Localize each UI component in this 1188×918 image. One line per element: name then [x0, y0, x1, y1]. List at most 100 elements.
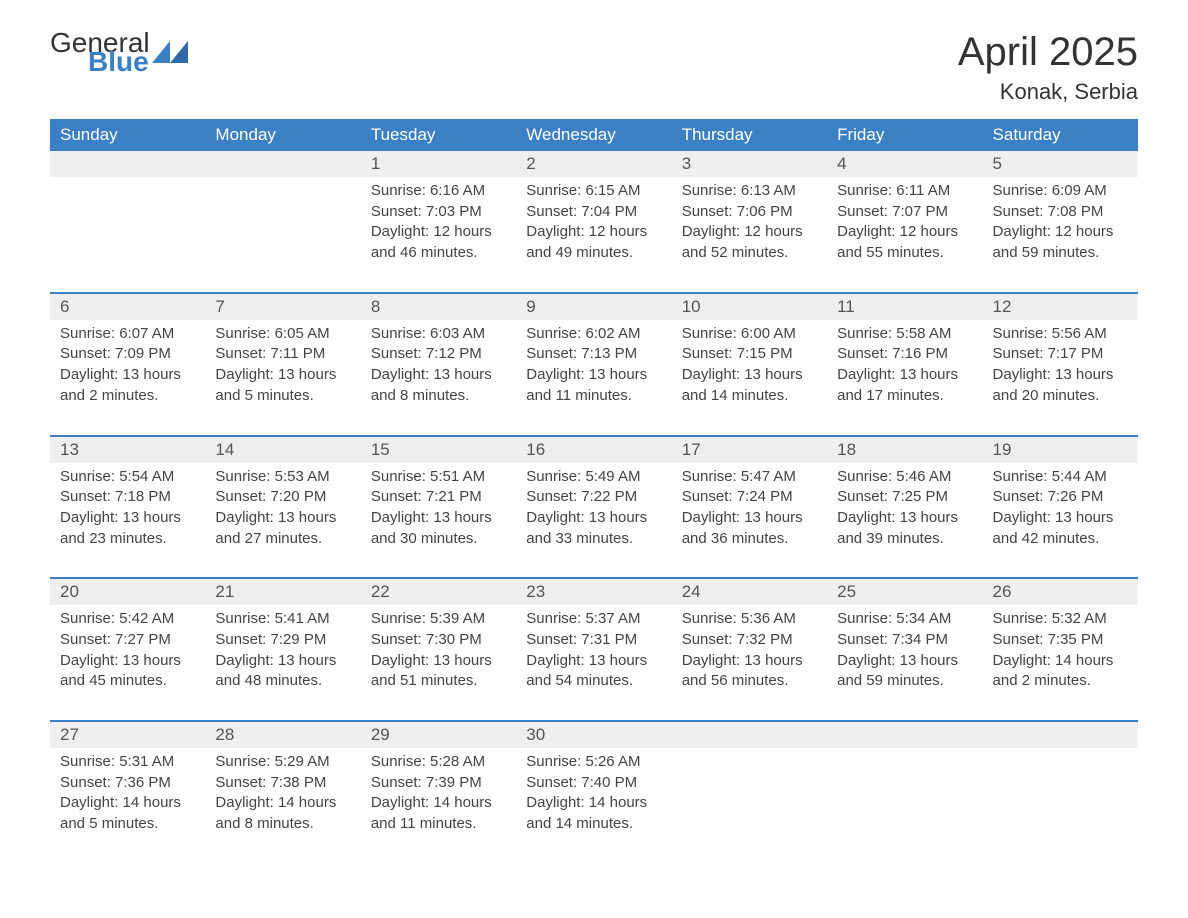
day-cell: Sunrise: 5:56 AMSunset: 7:17 PMDaylight:…: [983, 320, 1138, 407]
day-cell: Sunrise: 5:32 AMSunset: 7:35 PMDaylight:…: [983, 605, 1138, 692]
sunrise-line: Sunrise: 5:34 AM: [837, 609, 972, 630]
sunrise-line: Sunrise: 6:07 AM: [60, 324, 195, 345]
daylight-line: Daylight: 14 hours and 5 minutes.: [60, 793, 195, 834]
daylight-line: Daylight: 13 hours and 20 minutes.: [993, 365, 1128, 406]
day-number: [983, 722, 1138, 748]
daylight-line: Daylight: 13 hours and 36 minutes.: [682, 508, 817, 549]
day-cell: Sunrise: 5:31 AMSunset: 7:36 PMDaylight:…: [50, 748, 205, 835]
day-number-row: 20212223242526: [50, 577, 1138, 605]
sunset-line: Sunset: 7:36 PM: [60, 773, 195, 794]
sunset-line: Sunset: 7:18 PM: [60, 487, 195, 508]
day-cell: Sunrise: 5:39 AMSunset: 7:30 PMDaylight:…: [361, 605, 516, 692]
sunset-line: Sunset: 7:22 PM: [526, 487, 661, 508]
day-cell: Sunrise: 6:15 AMSunset: 7:04 PMDaylight:…: [516, 177, 671, 264]
sunrise-line: Sunrise: 5:36 AM: [682, 609, 817, 630]
daylight-line: Daylight: 13 hours and 56 minutes.: [682, 651, 817, 692]
day-cell: Sunrise: 6:09 AMSunset: 7:08 PMDaylight:…: [983, 177, 1138, 264]
day-cell: Sunrise: 5:51 AMSunset: 7:21 PMDaylight:…: [361, 463, 516, 550]
day-cell: Sunrise: 5:36 AMSunset: 7:32 PMDaylight:…: [672, 605, 827, 692]
sunrise-line: Sunrise: 5:32 AM: [993, 609, 1128, 630]
sunset-line: Sunset: 7:39 PM: [371, 773, 506, 794]
sunrise-line: Sunrise: 6:05 AM: [215, 324, 350, 345]
sunset-line: Sunset: 7:03 PM: [371, 202, 506, 223]
day-number: 20: [50, 579, 205, 605]
sunrise-line: Sunrise: 5:42 AM: [60, 609, 195, 630]
brand-line2: Blue: [88, 49, 150, 74]
location-label: Konak, Serbia: [958, 79, 1138, 105]
sunset-line: Sunset: 7:34 PM: [837, 630, 972, 651]
daylight-line: Daylight: 13 hours and 51 minutes.: [371, 651, 506, 692]
daylight-line: Daylight: 12 hours and 52 minutes.: [682, 222, 817, 263]
calendar: Sunday Monday Tuesday Wednesday Thursday…: [50, 119, 1138, 835]
brand-logo: General Blue: [50, 30, 188, 74]
day-cell: Sunrise: 6:02 AMSunset: 7:13 PMDaylight:…: [516, 320, 671, 407]
sunset-line: Sunset: 7:16 PM: [837, 344, 972, 365]
month-year-title: April 2025: [958, 30, 1138, 75]
day-cell: Sunrise: 6:07 AMSunset: 7:09 PMDaylight:…: [50, 320, 205, 407]
day-cell: Sunrise: 5:49 AMSunset: 7:22 PMDaylight:…: [516, 463, 671, 550]
day-cell: Sunrise: 5:46 AMSunset: 7:25 PMDaylight:…: [827, 463, 982, 550]
sunset-line: Sunset: 7:04 PM: [526, 202, 661, 223]
day-number: 30: [516, 722, 671, 748]
sunrise-line: Sunrise: 6:02 AM: [526, 324, 661, 345]
day-number: 27: [50, 722, 205, 748]
logo-triangle-icon: [152, 41, 188, 63]
sunrise-line: Sunrise: 5:28 AM: [371, 752, 506, 773]
day-cell: [983, 748, 1138, 835]
day-number-row: 6789101112: [50, 292, 1138, 320]
sunset-line: Sunset: 7:31 PM: [526, 630, 661, 651]
sunset-line: Sunset: 7:27 PM: [60, 630, 195, 651]
day-cell: Sunrise: 5:44 AMSunset: 7:26 PMDaylight:…: [983, 463, 1138, 550]
weekday-header-row: Sunday Monday Tuesday Wednesday Thursday…: [50, 119, 1138, 151]
week-data-row: Sunrise: 5:31 AMSunset: 7:36 PMDaylight:…: [50, 748, 1138, 835]
sunrise-line: Sunrise: 6:00 AM: [682, 324, 817, 345]
day-cell: [205, 177, 360, 264]
title-block: April 2025 Konak, Serbia: [958, 30, 1138, 105]
week-data-row: Sunrise: 5:54 AMSunset: 7:18 PMDaylight:…: [50, 463, 1138, 550]
daylight-line: Daylight: 12 hours and 49 minutes.: [526, 222, 661, 263]
day-number: [50, 151, 205, 177]
day-cell: Sunrise: 5:47 AMSunset: 7:24 PMDaylight:…: [672, 463, 827, 550]
sunrise-line: Sunrise: 6:03 AM: [371, 324, 506, 345]
sunrise-line: Sunrise: 5:37 AM: [526, 609, 661, 630]
day-cell: Sunrise: 5:34 AMSunset: 7:34 PMDaylight:…: [827, 605, 982, 692]
day-cell: Sunrise: 6:03 AMSunset: 7:12 PMDaylight:…: [361, 320, 516, 407]
daylight-line: Daylight: 13 hours and 5 minutes.: [215, 365, 350, 406]
day-number: 12: [983, 294, 1138, 320]
day-number: 10: [672, 294, 827, 320]
daylight-line: Daylight: 14 hours and 14 minutes.: [526, 793, 661, 834]
daylight-line: Daylight: 13 hours and 8 minutes.: [371, 365, 506, 406]
day-number: 28: [205, 722, 360, 748]
sunrise-line: Sunrise: 5:29 AM: [215, 752, 350, 773]
daylight-line: Daylight: 13 hours and 14 minutes.: [682, 365, 817, 406]
week-data-row: Sunrise: 5:42 AMSunset: 7:27 PMDaylight:…: [50, 605, 1138, 692]
day-number: 14: [205, 437, 360, 463]
day-cell: Sunrise: 6:05 AMSunset: 7:11 PMDaylight:…: [205, 320, 360, 407]
day-cell: Sunrise: 6:11 AMSunset: 7:07 PMDaylight:…: [827, 177, 982, 264]
weekday-header: Friday: [827, 119, 982, 151]
day-cell: Sunrise: 6:13 AMSunset: 7:06 PMDaylight:…: [672, 177, 827, 264]
day-cell: Sunrise: 5:58 AMSunset: 7:16 PMDaylight:…: [827, 320, 982, 407]
day-cell: Sunrise: 5:28 AMSunset: 7:39 PMDaylight:…: [361, 748, 516, 835]
sunrise-line: Sunrise: 5:58 AM: [837, 324, 972, 345]
day-number: 16: [516, 437, 671, 463]
sunset-line: Sunset: 7:12 PM: [371, 344, 506, 365]
day-number: 4: [827, 151, 982, 177]
sunrise-line: Sunrise: 5:56 AM: [993, 324, 1128, 345]
daylight-line: Daylight: 12 hours and 59 minutes.: [993, 222, 1128, 263]
day-number: 2: [516, 151, 671, 177]
sunrise-line: Sunrise: 5:26 AM: [526, 752, 661, 773]
daylight-line: Daylight: 13 hours and 45 minutes.: [60, 651, 195, 692]
daylight-line: Daylight: 13 hours and 30 minutes.: [371, 508, 506, 549]
day-cell: Sunrise: 5:41 AMSunset: 7:29 PMDaylight:…: [205, 605, 360, 692]
sunrise-line: Sunrise: 5:31 AM: [60, 752, 195, 773]
sunset-line: Sunset: 7:30 PM: [371, 630, 506, 651]
daylight-line: Daylight: 13 hours and 42 minutes.: [993, 508, 1128, 549]
weekday-header: Tuesday: [361, 119, 516, 151]
day-number: 1: [361, 151, 516, 177]
weeks-container: 12345Sunrise: 6:16 AMSunset: 7:03 PMDayl…: [50, 151, 1138, 835]
day-number: 25: [827, 579, 982, 605]
day-number: 5: [983, 151, 1138, 177]
day-number: 11: [827, 294, 982, 320]
sunset-line: Sunset: 7:35 PM: [993, 630, 1128, 651]
